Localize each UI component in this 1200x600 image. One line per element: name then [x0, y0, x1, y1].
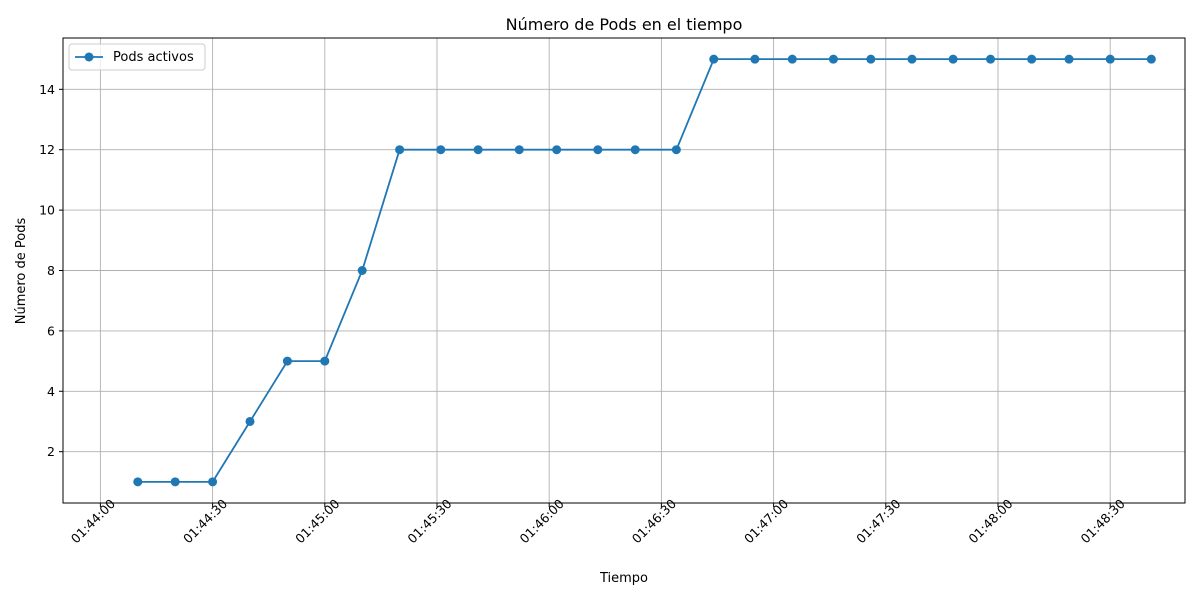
x-axis-label: Tiempo: [599, 571, 648, 586]
legend: Pods activos: [68, 43, 206, 71]
y-tick-label: 12: [39, 142, 55, 157]
y-axis-label: Número de Pods: [14, 218, 29, 325]
grid: [63, 38, 1185, 503]
data-point: [282, 356, 292, 366]
data-point: [357, 266, 367, 275]
y-tick-label: 6: [47, 323, 55, 338]
y-tick-label: 2: [47, 444, 55, 459]
data-point: [671, 145, 681, 155]
y-tick-label: 8: [47, 263, 55, 278]
data-point: [630, 145, 640, 155]
y-tick-label: 14: [39, 82, 55, 97]
data-point: [133, 477, 143, 487]
data-point: [1146, 54, 1156, 64]
data-point: [1105, 54, 1115, 64]
data-point: [593, 145, 603, 155]
data-point: [1064, 54, 1074, 64]
data-point: [170, 477, 180, 487]
data-point: [866, 54, 876, 64]
data-point: [436, 145, 446, 155]
legend-marker: [84, 52, 94, 62]
data-point: [709, 54, 719, 64]
legend-label: Pods activos: [113, 50, 194, 65]
data-point: [395, 145, 405, 155]
data-point: [1027, 54, 1037, 64]
y-tick-label: 4: [47, 384, 55, 399]
data-point: [986, 54, 996, 64]
data-point: [320, 356, 330, 366]
data-point: [552, 145, 562, 155]
plot-frame: [62, 37, 1186, 504]
legend-box: [68, 43, 206, 71]
data-point: [208, 477, 218, 487]
chart-title: Número de Pods en el tiempo: [506, 15, 743, 34]
data-point: [948, 54, 958, 64]
series-layer: [133, 54, 1156, 487]
y-tick-label: 10: [39, 203, 55, 218]
axis-ticks: 01:44:00 01:44:30 01:45:00 01:45:30 01:46:00…: [39, 82, 1128, 546]
data-point: [245, 416, 255, 426]
data-point: [514, 145, 524, 155]
data-point: [907, 54, 917, 64]
data-point: [828, 54, 838, 64]
data-point: [473, 145, 483, 155]
data-point: [787, 54, 797, 64]
data-point: [750, 54, 760, 64]
